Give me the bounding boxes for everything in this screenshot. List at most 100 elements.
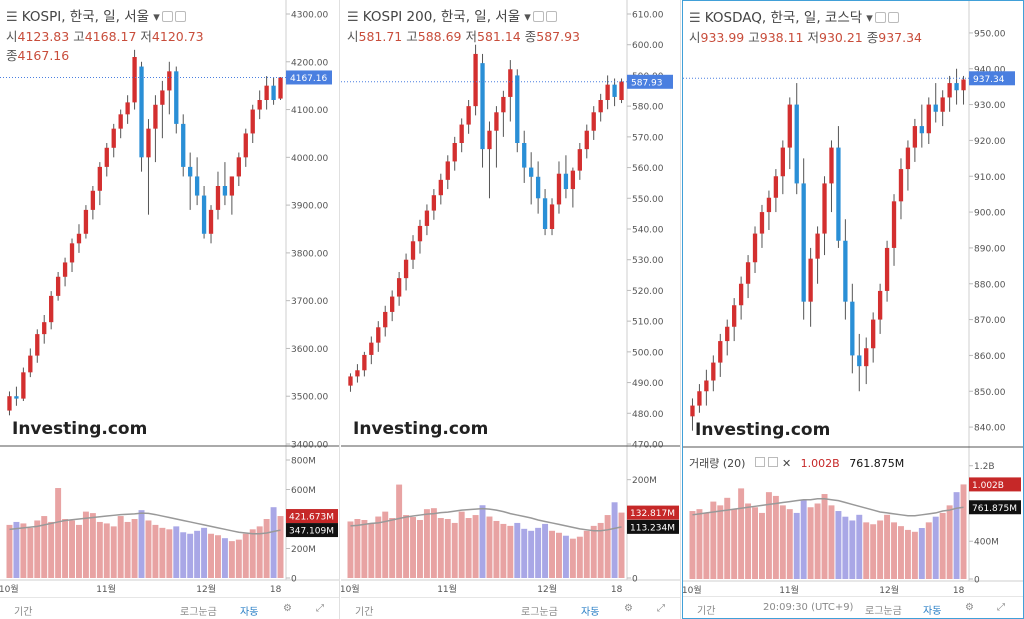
auto-scale-button[interactable]: 자동	[923, 606, 942, 617]
candle-body	[188, 166, 193, 177]
y-tick-label: 870.00	[974, 316, 1006, 326]
auto-scale-button[interactable]: 자동	[240, 607, 259, 618]
candle-body	[912, 126, 918, 148]
candle-body	[390, 296, 395, 312]
close-label: 종	[524, 29, 537, 44]
y-tick-label: 940.00	[974, 65, 1006, 75]
candle-body	[501, 96, 506, 113]
settings-icon[interactable]	[161, 11, 173, 22]
log-scale-button[interactable]: 로그눈금	[180, 607, 217, 618]
volume-header: 거래량 (20) ✕ 1.002B 761.875M	[689, 455, 904, 471]
period-button[interactable]: 기간	[697, 606, 716, 617]
volume-bar	[828, 505, 835, 579]
settings-icon[interactable]	[532, 11, 544, 22]
volume-ma-badge	[969, 500, 1021, 515]
volume-bar	[103, 523, 110, 578]
candle-body	[773, 176, 779, 198]
volume-bar	[472, 515, 479, 578]
volume-bar	[528, 530, 535, 578]
volume-bar	[444, 519, 451, 578]
chevron-down-icon[interactable]: ▾	[524, 10, 531, 25]
gear-icon[interactable]: ⚙	[283, 603, 292, 614]
volume-bar	[96, 521, 103, 578]
volume-bar	[891, 522, 897, 579]
volume-bar	[689, 511, 696, 579]
menu-icon[interactable]: ☰	[347, 10, 359, 25]
low-value: 581.14	[477, 29, 521, 44]
y-tick-label: 470.00	[632, 441, 664, 451]
candle-body	[732, 305, 737, 327]
period-button[interactable]: 기간	[14, 607, 33, 618]
chart-panel-kospi[interactable]: 4300.00 4200.00 4100.00 4000.00 3900.00 3800.…	[0, 0, 340, 619]
candle-body	[947, 83, 952, 98]
menu-icon[interactable]: ☰	[689, 11, 701, 26]
chart-panel-kosdaq[interactable]: 950.00 940.00 930.00 920.00 910.00 900.00 890.…	[682, 0, 1024, 619]
last-price-label: 587.93	[631, 78, 663, 88]
vol-tick-label: 0	[632, 575, 638, 585]
candle-body	[508, 69, 513, 97]
investing-logo: Investing.com	[695, 420, 830, 440]
hide-icon[interactable]	[174, 11, 186, 22]
close-icon[interactable]: ✕	[781, 457, 792, 470]
volume-bar	[458, 511, 465, 578]
chevron-down-icon[interactable]: ▾	[153, 10, 160, 25]
log-scale-button[interactable]: 로그눈금	[865, 606, 902, 617]
vol-tick-label: 200M	[291, 545, 316, 555]
volume-bar	[611, 502, 618, 578]
y-tick-label: 3800.00	[291, 249, 328, 259]
y-tick-label: 920.00	[974, 137, 1006, 147]
volume-bar	[20, 523, 27, 578]
gear-icon[interactable]: ⚙	[624, 603, 633, 614]
volume-bar	[946, 505, 953, 579]
hide-icon[interactable]	[887, 12, 899, 23]
hide-icon[interactable]	[545, 11, 557, 22]
ohlc-header: ☰ KOSDAQ, 한국, 일, 코스닥 ▾ 시933.99 고938.11 저…	[689, 9, 922, 47]
volume-bar	[361, 519, 368, 578]
settings-icon[interactable]	[754, 457, 765, 467]
candle-body	[236, 157, 241, 177]
candle-body	[584, 130, 589, 150]
fullscreen-icon[interactable]: ⤢	[657, 603, 665, 614]
menu-icon[interactable]: ☰	[6, 10, 18, 25]
candle-body	[801, 183, 806, 302]
candle-body	[766, 197, 772, 213]
x-tick-label: 18	[270, 585, 282, 595]
period-button[interactable]: 기간	[355, 607, 374, 618]
volume-bar	[437, 518, 444, 578]
volume-bar	[410, 517, 416, 578]
fullscreen-icon[interactable]: ⤢	[316, 603, 324, 614]
candle-body	[229, 176, 235, 196]
volume-bar	[354, 519, 361, 578]
candle-body	[905, 147, 911, 170]
candle-body	[28, 355, 33, 373]
chart-panel-kospi200[interactable]: 610.00600.00590.00580.00570.00560.00550.…	[341, 0, 681, 619]
candle-body	[222, 186, 228, 196]
fullscreen-icon[interactable]: ⤢	[997, 602, 1005, 613]
candle-body	[83, 209, 89, 234]
candle-body	[403, 259, 409, 279]
candle-body	[940, 97, 945, 112]
x-tick-label: 11월	[437, 583, 457, 595]
high-label: 고	[748, 30, 760, 45]
candle-body	[515, 75, 520, 143]
chevron-down-icon[interactable]: ▾	[866, 11, 873, 26]
hide-icon[interactable]	[768, 457, 779, 467]
auto-scale-button[interactable]: 자동	[581, 607, 600, 618]
chart-canvas[interactable]: 4300.00 4200.00 4100.00 4000.00 3900.00 3800.…	[0, 0, 340, 597]
settings-icon[interactable]	[874, 12, 886, 23]
chart-canvas[interactable]: 950.00 940.00 930.00 920.00 910.00 900.00 890.…	[683, 1, 1023, 598]
candle-body	[690, 405, 695, 417]
y-tick-label: 580.00	[632, 103, 664, 113]
candle-body	[118, 114, 123, 129]
log-scale-button[interactable]: 로그눈금	[521, 607, 558, 618]
y-tick-label: 570.00	[632, 133, 664, 143]
candle-body	[745, 262, 751, 284]
volume-bar	[117, 516, 124, 578]
volume-bar	[48, 521, 55, 578]
chart-canvas[interactable]: 610.00600.00590.00580.00570.00560.00550.…	[341, 0, 681, 597]
volume-bar	[752, 507, 758, 579]
volume-bar	[263, 519, 270, 578]
gear-icon[interactable]: ⚙	[965, 602, 974, 613]
volume-bar	[41, 516, 48, 578]
volume-bar	[911, 531, 918, 579]
